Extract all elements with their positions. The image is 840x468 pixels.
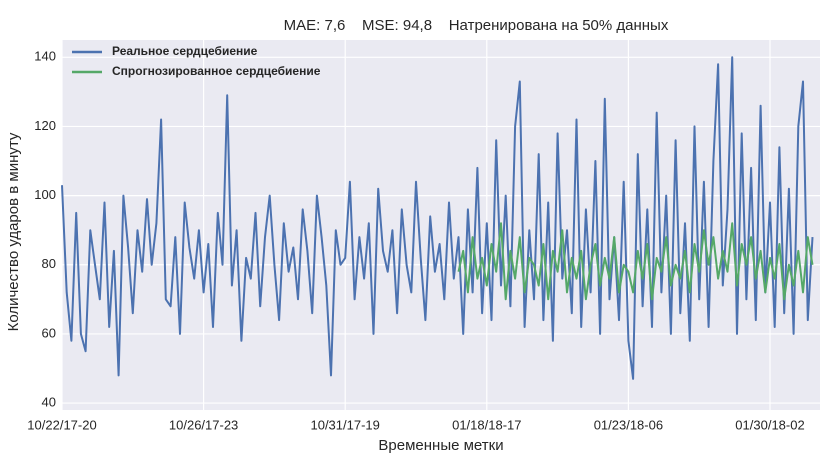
y-tick-label: 80 [42, 256, 56, 271]
x-tick-label: 10/26/17-23 [169, 417, 238, 432]
y-axis-label: Количество ударов в минуту [5, 132, 22, 331]
x-tick-label: 01/18/18-17 [452, 417, 521, 432]
x-axis-label: Временные метки [378, 437, 503, 454]
x-tick-label: 01/30/18-02 [735, 417, 804, 432]
plot-area [62, 40, 820, 410]
series-line [457, 222, 814, 301]
legend-text: Спрогнозированное сердцебиение [112, 64, 321, 78]
x-tick-label: 10/31/17-19 [310, 417, 379, 432]
legend-text: Реальное сердцебиение [112, 44, 258, 58]
chart-title: MAE: 7,6 MSE: 94,8 Натренирована на 50% … [284, 17, 669, 34]
y-tick-label: 100 [34, 187, 56, 202]
y-tick-label: 140 [34, 49, 56, 64]
x-tick-label: 01/23/18-06 [594, 417, 663, 432]
series-line [61, 56, 814, 380]
y-tick-label: 60 [42, 325, 56, 340]
y-tick-label: 120 [34, 118, 56, 133]
x-tick-label: 10/22/17-20 [27, 417, 96, 432]
y-tick-label: 40 [42, 395, 56, 410]
